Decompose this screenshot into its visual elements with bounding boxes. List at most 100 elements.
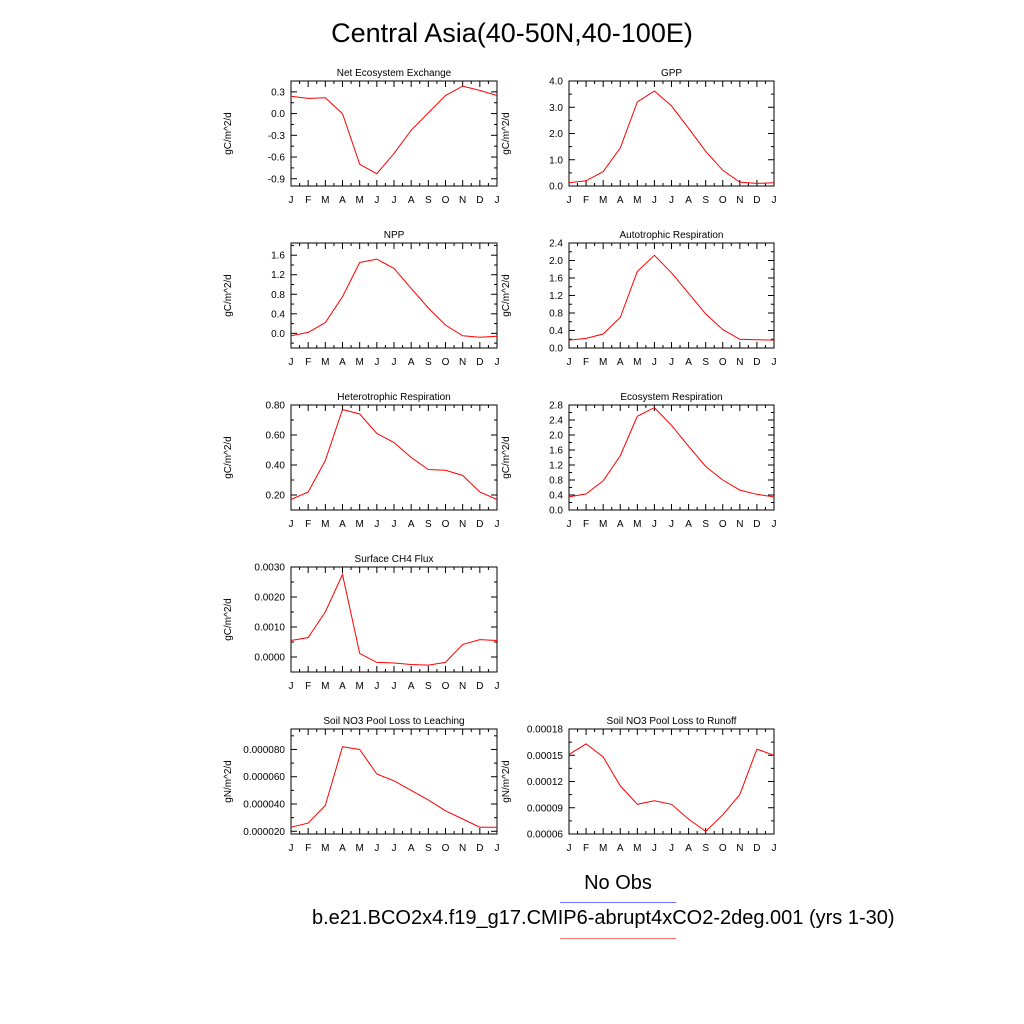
- y-tick-label: 0.00012: [527, 777, 564, 788]
- series-line: [290, 746, 497, 828]
- chart-title: NPP: [384, 230, 405, 241]
- x-tick-label: M: [599, 519, 607, 530]
- y-axis-label: gC/m^2/d: [501, 274, 512, 317]
- chart-title: Ecosystem Respiration: [620, 392, 722, 403]
- y-tick-label: 0.0: [549, 506, 563, 517]
- x-tick-label: J: [495, 843, 500, 854]
- x-tick-label: F: [305, 519, 311, 530]
- y-tick-label: 1.6: [271, 251, 285, 262]
- y-tick-label: 0.000020: [243, 827, 285, 838]
- chart-title: Soil NO3 Pool Loss to Runoff: [607, 716, 737, 727]
- x-tick-label: A: [339, 681, 346, 692]
- legend-model-label: b.e21.BCO2x4.f19_g17.CMIP6-abrupt4xCO2-2…: [312, 907, 895, 929]
- x-tick-label: J: [374, 195, 379, 206]
- x-tick-label: J: [374, 681, 379, 692]
- x-tick-label: D: [476, 357, 483, 368]
- chart-title: Autotrophic Respiration: [620, 230, 724, 241]
- y-tick-label: 1.2: [549, 291, 563, 302]
- x-tick-label: A: [408, 357, 415, 368]
- x-tick-label: M: [599, 357, 607, 368]
- x-tick-label: D: [753, 195, 760, 206]
- x-tick-label: M: [321, 843, 329, 854]
- x-tick-label: S: [425, 681, 432, 692]
- plot-frame: [290, 728, 498, 835]
- y-tick-label: 2.0: [549, 256, 563, 267]
- x-tick-label: O: [719, 519, 727, 530]
- y-tick-label: 0.8: [549, 309, 563, 320]
- x-tick-label: N: [459, 195, 466, 206]
- x-tick-label: J: [567, 357, 572, 368]
- x-tick-label: D: [753, 843, 760, 854]
- y-tick-label: 0.8: [549, 476, 563, 487]
- x-tick-label: S: [425, 357, 432, 368]
- series-line: [568, 406, 775, 498]
- plot-frame: [568, 242, 775, 349]
- x-tick-label: M: [321, 681, 329, 692]
- y-tick-label: 2.0: [549, 431, 563, 442]
- x-tick-label: M: [321, 519, 329, 530]
- x-tick-label: A: [617, 843, 624, 854]
- x-tick-label: M: [633, 519, 641, 530]
- x-tick-label: J: [374, 357, 379, 368]
- x-tick-label: A: [408, 681, 415, 692]
- x-tick-label: S: [425, 843, 432, 854]
- x-tick-label: A: [685, 357, 692, 368]
- series-line: [290, 85, 498, 175]
- x-tick-label: J: [289, 519, 294, 530]
- plot-frame: [568, 404, 775, 511]
- y-tick-label: -0.9: [268, 174, 286, 185]
- x-tick-label: M: [633, 357, 641, 368]
- y-tick-label: 0.0020: [254, 593, 285, 604]
- x-tick-label: F: [305, 357, 311, 368]
- x-tick-label: O: [442, 195, 450, 206]
- y-tick-label: 1.6: [549, 446, 563, 457]
- x-tick-label: O: [719, 195, 727, 206]
- plot-frame: [290, 404, 498, 511]
- x-tick-label: N: [736, 357, 743, 368]
- x-tick-label: J: [374, 843, 379, 854]
- x-tick-label: M: [599, 195, 607, 206]
- y-tick-label: 0.80: [266, 401, 286, 412]
- y-tick-label: 0.00009: [527, 803, 564, 814]
- x-tick-label: N: [459, 519, 466, 530]
- x-tick-label: N: [459, 843, 466, 854]
- x-tick-label: M: [599, 843, 607, 854]
- y-tick-label: 1.6: [549, 274, 563, 285]
- x-tick-label: O: [442, 519, 450, 530]
- y-axis-label: gN/m^2/d: [501, 760, 512, 803]
- y-tick-label: 0.000080: [243, 745, 285, 756]
- x-tick-label: D: [753, 357, 760, 368]
- y-tick-label: 0.0000: [254, 653, 285, 664]
- x-tick-label: J: [374, 519, 379, 530]
- x-tick-label: J: [669, 843, 674, 854]
- y-tick-label: 0.00018: [527, 725, 564, 736]
- x-tick-label: D: [753, 519, 760, 530]
- x-tick-label: M: [355, 519, 363, 530]
- y-tick-label: 0.4: [271, 309, 285, 320]
- y-tick-label: -0.6: [268, 153, 286, 164]
- x-tick-label: N: [459, 681, 466, 692]
- y-tick-label: 4.0: [549, 77, 563, 88]
- y-tick-label: 1.2: [271, 270, 285, 281]
- legend-obs-label: No Obs: [584, 872, 652, 894]
- y-tick-label: 0.00006: [527, 830, 564, 841]
- x-tick-label: J: [495, 681, 500, 692]
- series-line: [290, 572, 498, 666]
- x-tick-label: J: [289, 195, 294, 206]
- y-tick-label: 2.0: [549, 129, 563, 140]
- x-tick-label: M: [355, 195, 363, 206]
- x-tick-label: J: [289, 357, 294, 368]
- y-tick-label: 0.000060: [243, 772, 285, 783]
- y-tick-label: 3.0: [549, 103, 563, 114]
- x-tick-label: A: [408, 843, 415, 854]
- series-line: [568, 743, 775, 833]
- x-tick-label: J: [392, 843, 397, 854]
- x-tick-label: O: [719, 843, 727, 854]
- x-tick-label: O: [442, 357, 450, 368]
- y-tick-label: 0.20: [266, 491, 286, 502]
- plot-frame: [568, 728, 775, 835]
- x-tick-label: J: [567, 195, 572, 206]
- x-tick-label: A: [339, 195, 346, 206]
- y-tick-label: 2.8: [549, 401, 563, 412]
